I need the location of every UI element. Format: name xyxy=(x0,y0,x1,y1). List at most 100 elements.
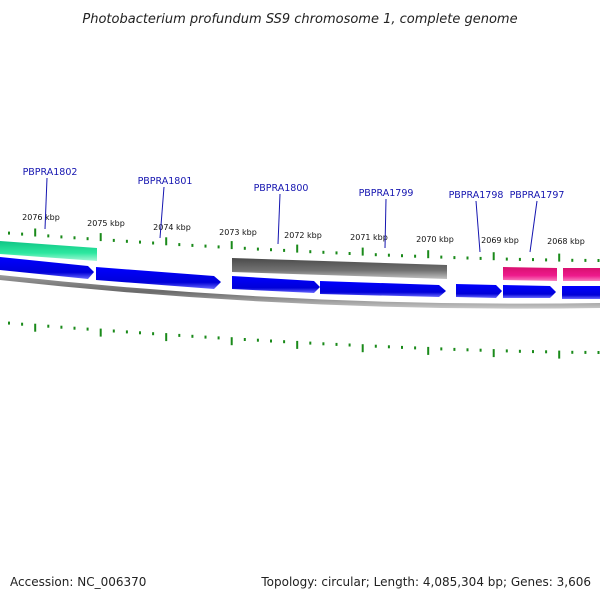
scale-tick xyxy=(125,330,128,334)
scale-tick xyxy=(335,342,338,346)
scale-tick xyxy=(21,232,24,236)
scale-tick xyxy=(492,349,495,358)
scale-tick xyxy=(230,241,233,250)
scale-tick xyxy=(178,243,181,247)
scale-tick xyxy=(322,250,325,254)
scale-tick xyxy=(283,340,286,344)
scale-tick xyxy=(479,348,482,352)
cds-pink-segment-2 xyxy=(563,268,600,281)
scale-tick xyxy=(532,258,534,262)
scale-tick xyxy=(453,256,456,260)
scale-tick xyxy=(165,333,168,342)
scale-tick xyxy=(401,345,403,349)
scale-tick xyxy=(414,346,417,350)
gene-arrow xyxy=(96,267,221,289)
scale-tick xyxy=(558,253,561,262)
scale-tick xyxy=(178,333,181,337)
accession-text: Accession: NC_006370 xyxy=(10,575,146,589)
scale-tick xyxy=(387,253,390,257)
scale-tick xyxy=(86,237,89,241)
scale-tick xyxy=(440,347,443,351)
scale-tick xyxy=(21,322,24,326)
scale-tick xyxy=(545,258,548,262)
scale-tick xyxy=(243,338,246,341)
scale-tick xyxy=(374,253,377,257)
gene-arrow xyxy=(0,257,94,279)
gene-label: PBPRA1799 xyxy=(359,188,414,199)
scale-tick xyxy=(322,342,325,346)
gene-label: PBPRA1802 xyxy=(23,167,78,178)
scale-tick xyxy=(466,348,469,352)
scale-tick xyxy=(440,255,443,259)
scale-tick xyxy=(348,343,351,347)
gene-arrow xyxy=(232,276,320,293)
scale-tick xyxy=(243,246,246,250)
gene-label: PBPRA1797 xyxy=(510,190,565,201)
kbp-labels: 2076 kbp 2075 kbp 2074 kbp 2073 kbp 2072… xyxy=(22,213,585,246)
scale-tick xyxy=(361,344,364,353)
gene-leader-line xyxy=(475,200,481,253)
scale-tick xyxy=(571,350,574,354)
scale-tick xyxy=(283,248,286,252)
scale-tick xyxy=(505,349,508,353)
gene-leader-line xyxy=(277,193,281,245)
scale-tick xyxy=(34,323,37,332)
scale-tick xyxy=(597,351,600,354)
scale-tick xyxy=(518,349,521,353)
gene-labels: PBPRA1802 PBPRA1801 PBPRA1800 PBPRA1799 … xyxy=(23,167,565,253)
scale-tick xyxy=(374,344,377,348)
forward-strand-lane xyxy=(0,257,600,299)
scale-tick xyxy=(348,252,351,255)
gene-arrow xyxy=(456,284,502,298)
scale-tick xyxy=(230,337,233,346)
scale-tick xyxy=(532,350,534,354)
kbp-label: 2075 kbp xyxy=(87,219,125,228)
upper-scale-ticks xyxy=(8,228,600,262)
gene-leader-line xyxy=(159,186,165,239)
chromosome-backbone xyxy=(0,275,600,309)
scale-tick xyxy=(191,243,194,247)
scale-tick xyxy=(99,328,102,337)
scale-tick xyxy=(296,244,299,253)
scale-tick xyxy=(414,254,417,258)
scale-tick xyxy=(139,240,141,244)
scale-tick xyxy=(73,326,76,330)
kbp-label: 2071 kbp xyxy=(350,233,388,242)
scale-tick xyxy=(466,256,469,260)
scale-tick xyxy=(427,250,430,259)
cds-green-segment xyxy=(0,241,97,261)
scale-tick xyxy=(112,329,115,333)
scale-tick xyxy=(453,347,456,351)
scale-tick xyxy=(60,235,63,239)
scale-tick xyxy=(139,331,141,335)
gene-label: PBPRA1800 xyxy=(254,183,309,194)
scale-tick xyxy=(73,236,76,240)
scale-tick xyxy=(270,248,272,252)
genome-summary-text: Topology: circular; Length: 4,085,304 bp… xyxy=(260,575,591,589)
gene-leader-line xyxy=(529,200,538,253)
scale-tick xyxy=(479,256,482,260)
scale-tick xyxy=(112,238,115,242)
gene-arrow xyxy=(562,286,600,299)
scale-tick xyxy=(204,335,207,339)
scale-tick xyxy=(191,334,194,338)
reverse-strand-lane xyxy=(0,241,600,281)
kbp-label: 2072 kbp xyxy=(284,231,322,240)
scale-tick xyxy=(518,257,521,261)
scale-tick xyxy=(47,324,50,328)
scale-tick xyxy=(125,239,128,243)
scale-tick xyxy=(387,345,390,349)
lower-scale-ticks xyxy=(8,321,600,359)
scale-tick xyxy=(309,341,312,345)
scale-tick xyxy=(571,258,574,262)
scale-tick xyxy=(270,339,272,343)
scale-tick xyxy=(256,338,259,342)
scale-tick xyxy=(217,245,220,249)
scale-tick xyxy=(152,332,155,336)
scale-tick xyxy=(335,251,338,255)
scale-tick xyxy=(204,244,207,248)
scale-tick xyxy=(47,234,50,238)
gene-label: PBPRA1798 xyxy=(449,190,504,201)
scale-tick xyxy=(309,250,312,254)
gene-arrow xyxy=(320,281,446,297)
